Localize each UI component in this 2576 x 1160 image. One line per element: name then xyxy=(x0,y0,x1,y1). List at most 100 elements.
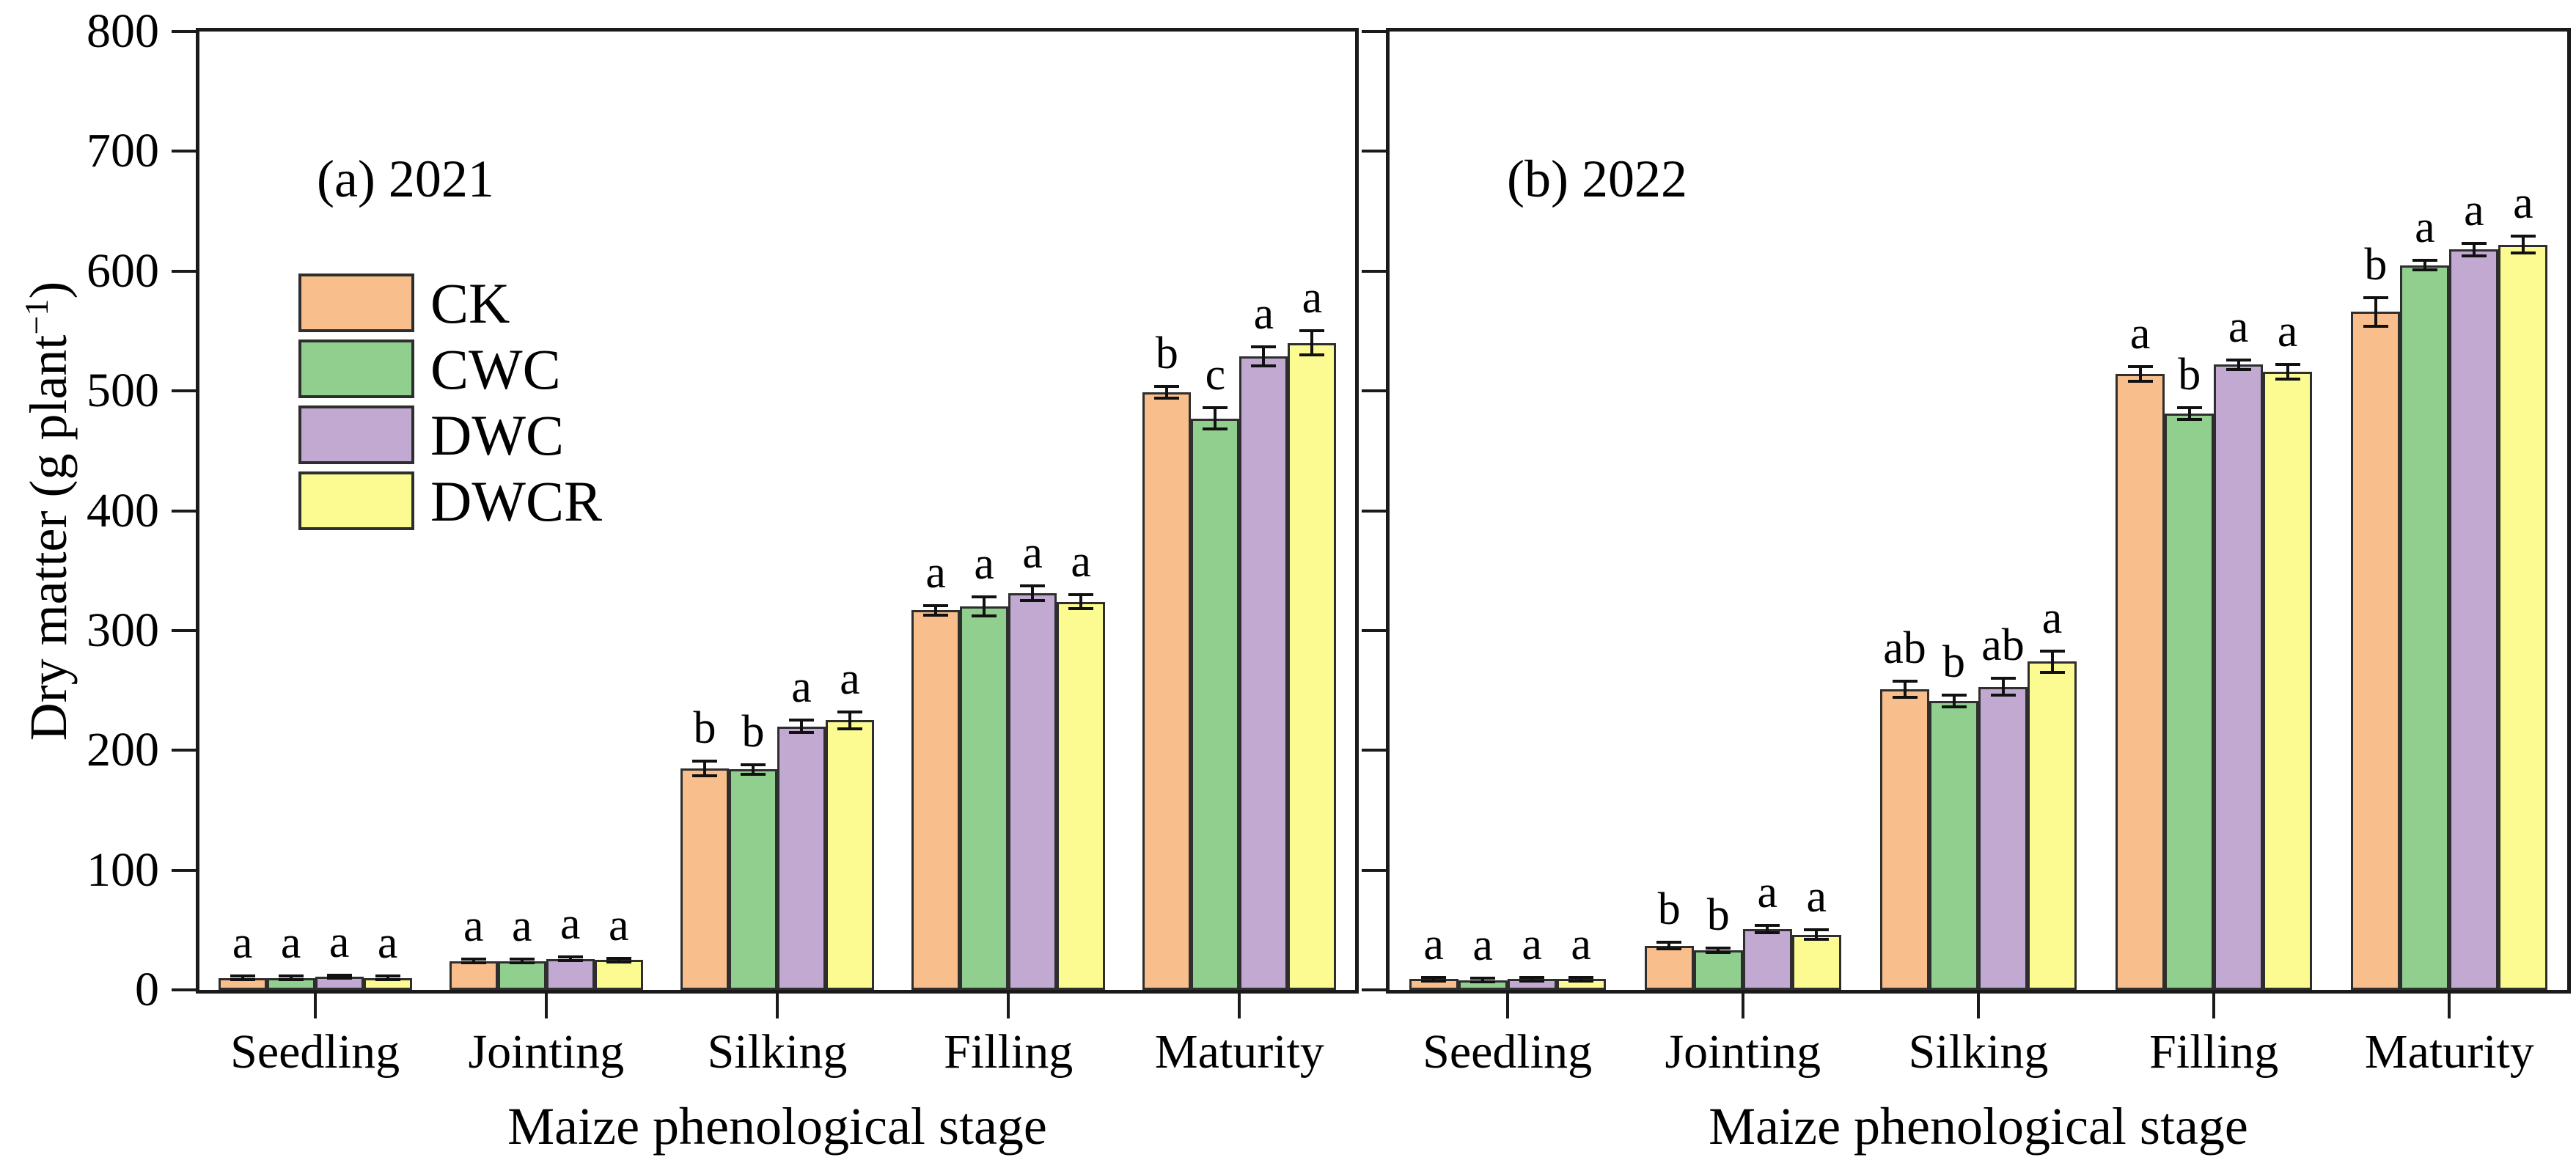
bar-ck-jointing xyxy=(449,961,498,990)
error-bar-cap-top xyxy=(1941,694,1967,697)
error-bar-cap-bottom xyxy=(278,978,304,982)
y-axis-tick xyxy=(172,389,199,393)
x-axis-tick xyxy=(776,994,779,1018)
significance-letter: a xyxy=(925,547,946,598)
significance-letter: a xyxy=(329,917,350,967)
error-bar-cap-top xyxy=(375,974,400,978)
significance-letter: a xyxy=(1071,536,1091,587)
error-bar-cap-top xyxy=(1990,677,2016,680)
significance-letter: a xyxy=(840,653,860,704)
error-bar-cap-top xyxy=(1020,584,1046,588)
error-bar-cap-bottom xyxy=(2510,252,2536,255)
error-bar-cap-top xyxy=(1568,975,1594,979)
significance-letter: b xyxy=(693,702,716,753)
error-bar-cap-bottom xyxy=(1203,427,1228,431)
bar-dwcr-silking xyxy=(2028,661,2077,990)
error-bar-cap-top xyxy=(230,974,255,978)
error-bar xyxy=(2286,364,2289,379)
error-bar-cap-top xyxy=(923,603,949,607)
error-bar xyxy=(520,959,524,963)
error-bar xyxy=(752,764,755,774)
x-axis-category-label: Seedling xyxy=(1423,1025,1593,1079)
significance-letter: a xyxy=(2464,186,2484,236)
y-axis-tick xyxy=(1362,389,1390,393)
bar-dwcr-jointing xyxy=(594,960,643,990)
significance-letter: a xyxy=(1253,288,1274,339)
y-axis-tick-label: 800 xyxy=(87,4,159,58)
significance-letter: a xyxy=(377,918,398,969)
error-bar xyxy=(1530,977,1534,981)
x-axis-title: Maize phenological stage xyxy=(507,1097,1047,1156)
error-bar-cap-top xyxy=(2510,235,2536,238)
error-bar-cap-top xyxy=(1154,384,1180,388)
significance-letter: a xyxy=(2513,178,2533,229)
bar-dwcr-maturity xyxy=(2498,244,2548,990)
significance-letter: a xyxy=(2277,306,2298,357)
significance-letter: a xyxy=(463,901,484,952)
significance-letter: b xyxy=(2178,350,2201,400)
y-axis-tick xyxy=(1362,628,1390,632)
error-bar-cap-bottom xyxy=(1154,396,1180,400)
error-bar-cap-bottom xyxy=(1421,979,1447,983)
y-axis-tick xyxy=(1362,150,1390,153)
y-axis-tick xyxy=(1362,30,1390,33)
error-bar-cap-top xyxy=(1804,928,1830,932)
error-bar-cap-bottom xyxy=(509,961,535,965)
bar-dwc-silking xyxy=(1978,686,2028,990)
error-bar-cap-top xyxy=(2275,363,2300,367)
error-bar-cap-top xyxy=(2461,242,2487,246)
significance-letter: a xyxy=(1022,528,1043,579)
error-bar-cap-top xyxy=(2176,406,2202,409)
error-bar-cap-top xyxy=(326,973,352,977)
significance-letter: a xyxy=(609,900,629,950)
y-axis-tick-label: 100 xyxy=(87,843,159,897)
error-bar-cap-top xyxy=(1421,975,1447,979)
error-bar xyxy=(2001,678,2005,696)
error-bar xyxy=(848,711,851,729)
error-bar xyxy=(1432,977,1436,981)
error-bar xyxy=(1815,930,1819,940)
error-bar xyxy=(2187,408,2191,420)
significance-letter: a xyxy=(1302,273,1323,323)
bar-dwc-maturity xyxy=(2449,249,2499,990)
x-axis-category-label: Jointing xyxy=(468,1025,625,1079)
legend-label: DWC xyxy=(430,403,564,467)
x-axis-category-label: Maturity xyxy=(2364,1025,2534,1079)
significance-letter: b xyxy=(741,706,765,757)
significance-letter: a xyxy=(560,899,581,950)
error-bar-cap-bottom xyxy=(230,978,255,982)
y-axis-title-superscript: −1 xyxy=(18,298,55,335)
bar-cwc-jointing xyxy=(497,961,546,990)
x-axis-tick xyxy=(1007,994,1010,1018)
bar-ck-maturity xyxy=(1142,392,1192,990)
significance-letter: ab xyxy=(1981,620,2025,671)
error-bar xyxy=(1165,386,1169,398)
error-bar-cap-bottom xyxy=(2225,367,2251,371)
significance-letter: b xyxy=(1155,328,1178,378)
error-bar-cap-top xyxy=(278,974,304,978)
error-bar-cap-bottom xyxy=(1568,979,1594,983)
significance-letter: a xyxy=(791,662,812,713)
error-bar-cap-bottom xyxy=(1519,979,1545,983)
bar-dwc-jointing xyxy=(546,958,595,990)
error-bar xyxy=(2374,297,2377,326)
bar-cwc-filling xyxy=(960,606,1009,990)
significance-letter: b xyxy=(2364,239,2388,290)
bar-dwcr-filling xyxy=(2263,372,2313,990)
y-axis-tick-label: 400 xyxy=(87,483,159,537)
error-bar-cap-top xyxy=(509,958,535,961)
error-bar xyxy=(1903,680,1907,698)
significance-letter: a xyxy=(1757,867,1778,917)
significance-letter: a xyxy=(512,901,532,952)
significance-letter: b xyxy=(1657,884,1681,934)
error-bar-cap-top xyxy=(460,958,486,961)
error-bar-cap-bottom xyxy=(1804,938,1830,941)
panel-b-2022-plot: Seedling a a a a Jointing b b a a Silking ab b ab a Fil… xyxy=(1362,28,2571,1153)
error-bar-cap-top xyxy=(1470,977,1496,980)
significance-letter: a xyxy=(2415,202,2435,253)
error-bar-cap-bottom xyxy=(375,978,400,982)
error-bar-cap-bottom xyxy=(1990,694,2016,697)
error-bar xyxy=(1667,941,1671,950)
y-axis-tick xyxy=(172,628,199,632)
error-bar xyxy=(934,605,938,615)
